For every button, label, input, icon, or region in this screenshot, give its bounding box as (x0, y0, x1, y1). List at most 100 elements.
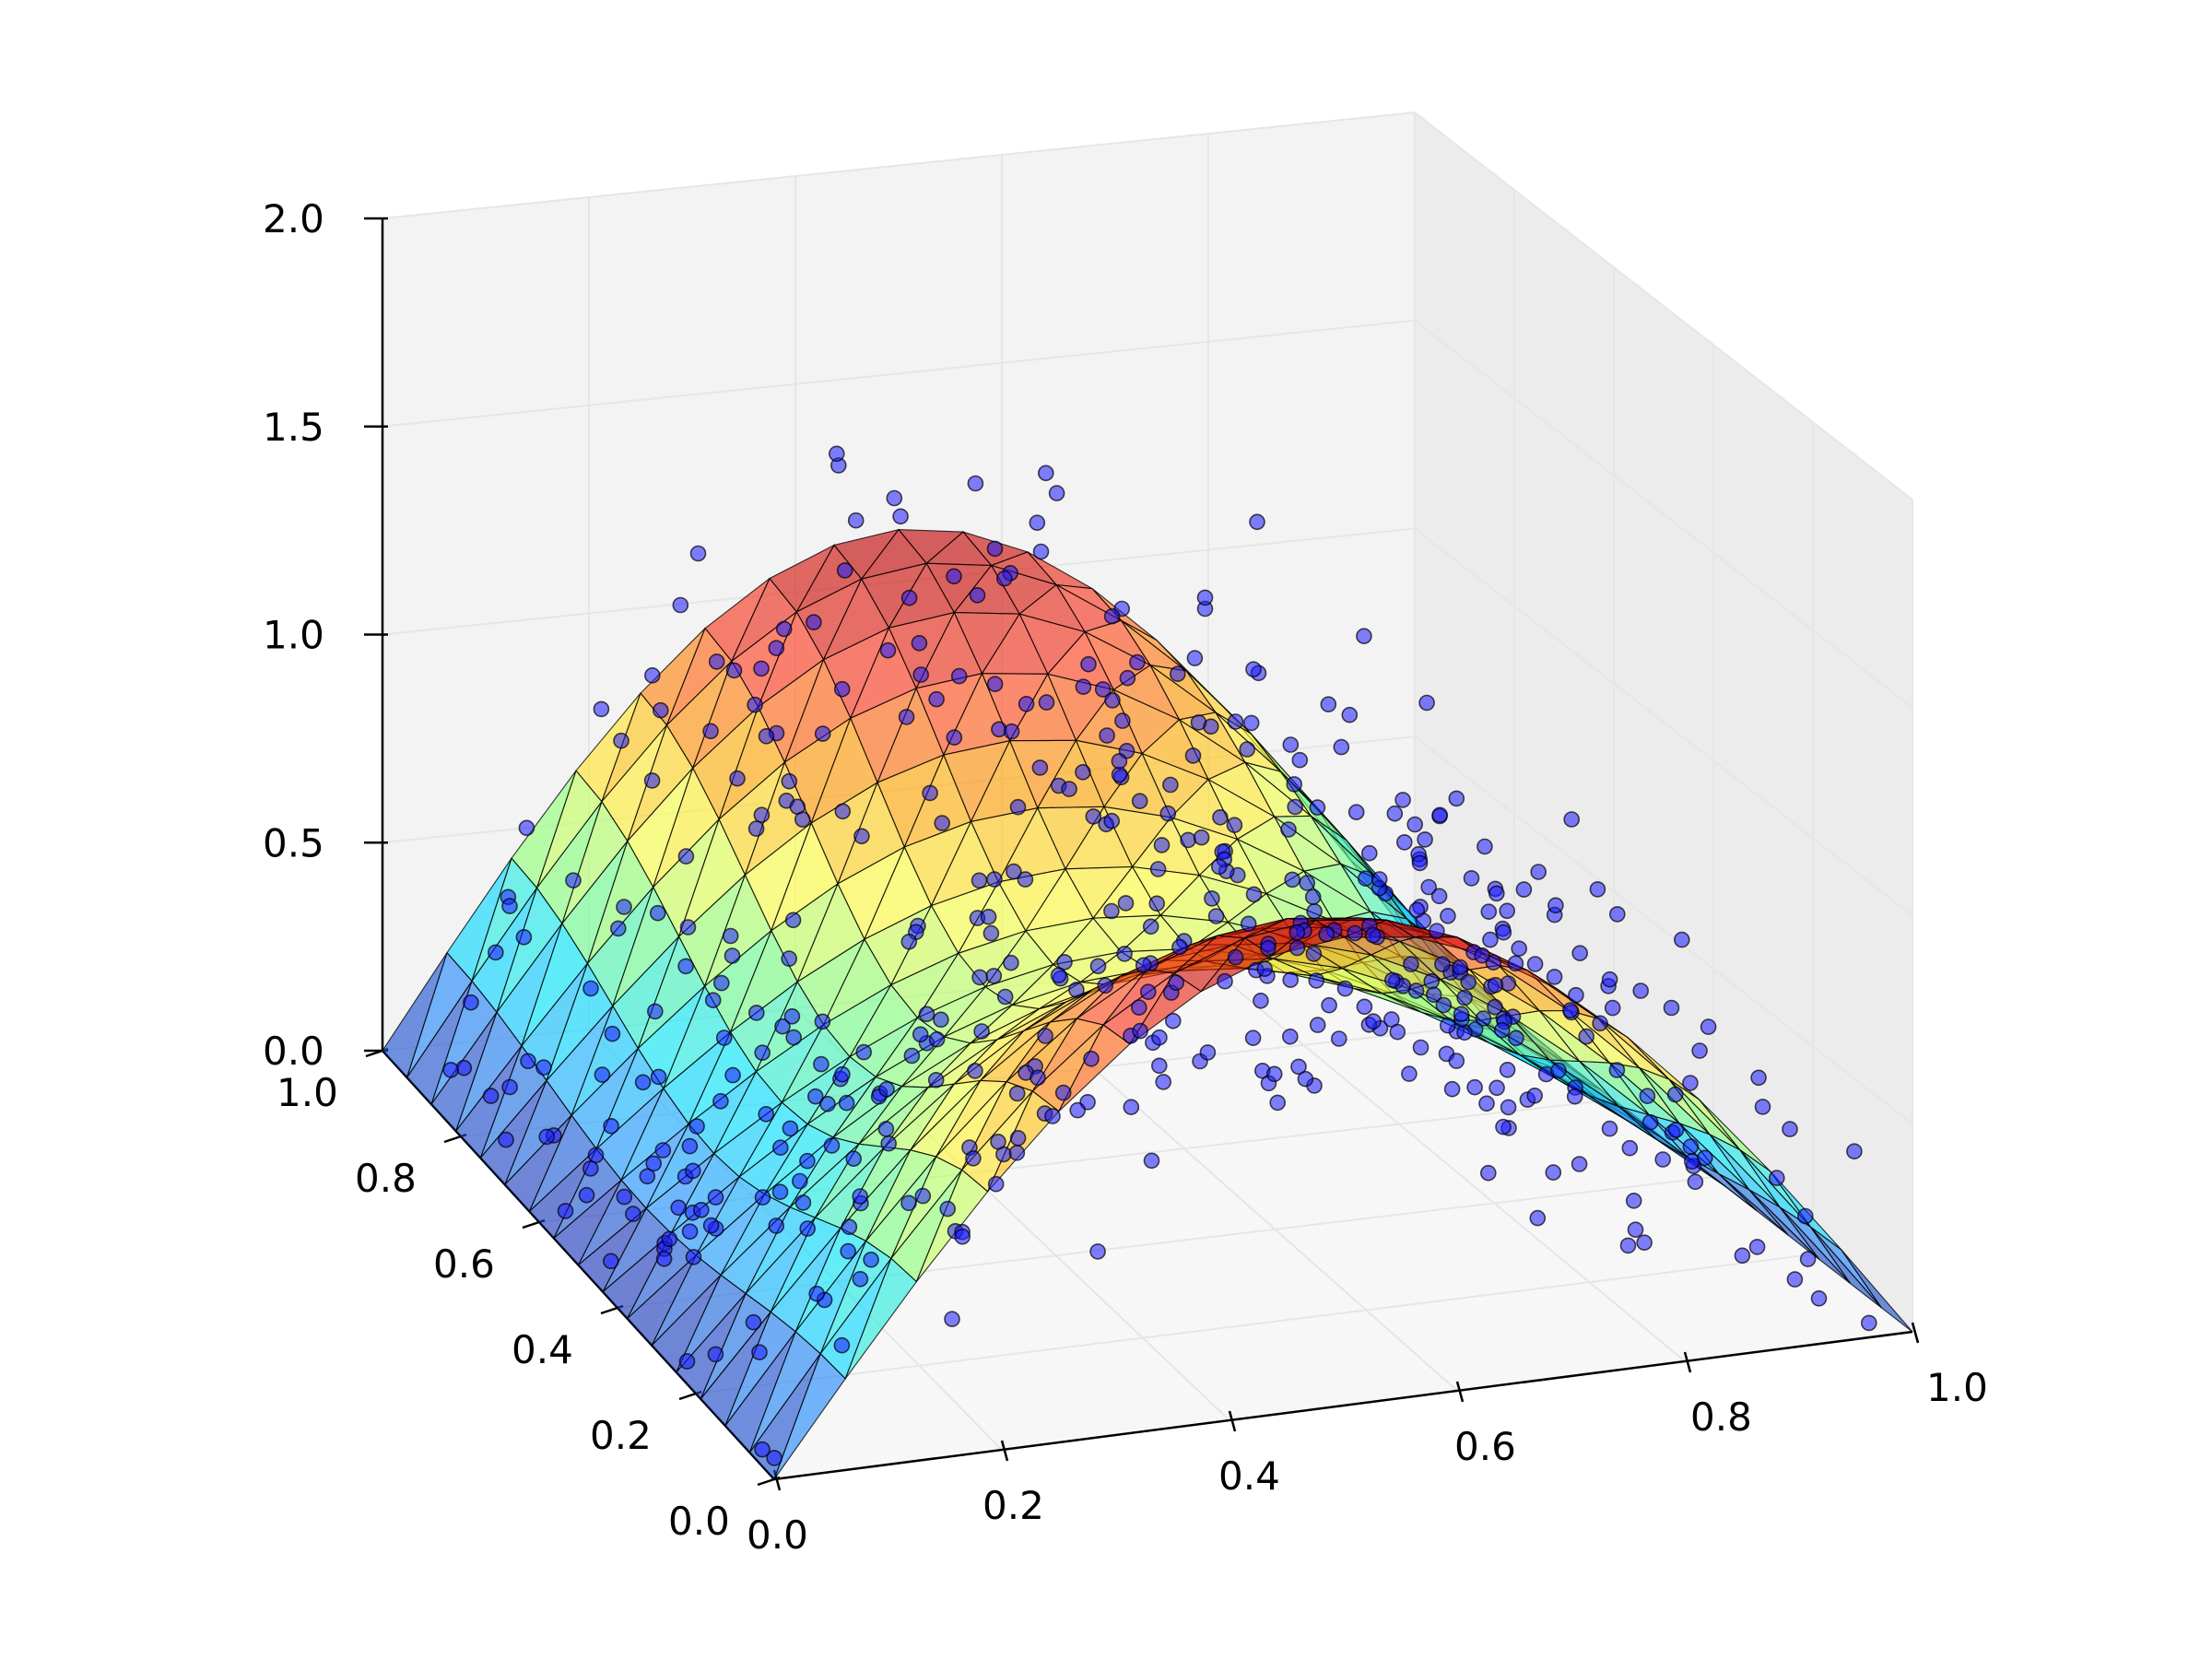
scatter-point (928, 690, 945, 708)
scatter-point (768, 640, 785, 657)
scatter-point (689, 545, 707, 562)
scatter-point (1193, 829, 1210, 846)
scatter-point (1286, 776, 1302, 793)
scatter-point (1687, 1173, 1704, 1191)
scatter-point (1609, 906, 1626, 923)
scatter-point (518, 819, 535, 837)
scatter-point (1697, 1149, 1713, 1167)
scatter-point (565, 872, 582, 889)
scatter-point (1151, 1029, 1168, 1046)
scatter-point (747, 1005, 765, 1021)
x-tick-label: 0.4 (1218, 1453, 1280, 1499)
scatter-point (986, 871, 1003, 888)
scatter-point (1601, 1120, 1618, 1137)
scatter-point (1526, 956, 1544, 972)
scatter-point (1103, 902, 1120, 920)
scatter-point (1017, 871, 1034, 888)
scatter-point (1333, 738, 1350, 756)
scatter-point (768, 1218, 785, 1234)
scatter-point (1269, 1094, 1286, 1112)
scatter-point (1571, 945, 1588, 961)
scatter-point (649, 904, 666, 922)
scatter-point (1135, 957, 1152, 974)
x-tick-mark (1000, 1440, 1009, 1462)
scatter-point (1306, 902, 1323, 920)
scatter-point (1478, 1095, 1495, 1112)
scatter-point (1249, 513, 1265, 531)
scatter-point (967, 1063, 983, 1079)
scatter-point (1401, 1065, 1418, 1082)
scatter-point (781, 950, 798, 967)
scatter-point (1515, 881, 1533, 898)
scatter-point (828, 445, 845, 463)
scatter-point (879, 641, 897, 659)
scatter-point (886, 489, 903, 507)
scatter-point (654, 1142, 672, 1159)
scatter-point (1500, 1099, 1517, 1116)
scatter-point (819, 1096, 836, 1112)
scatter-point (1168, 974, 1184, 991)
scatter-point (1282, 971, 1299, 988)
scatter-point (1204, 890, 1220, 907)
scatter-point (747, 696, 763, 713)
scatter-point (1682, 1075, 1699, 1091)
scatter-point (808, 1285, 826, 1302)
side-grid-z (1414, 735, 1913, 1125)
scatter-point (1499, 1062, 1516, 1078)
scatter-point (1546, 969, 1563, 985)
scatter-point (934, 815, 951, 831)
scatter-point (1308, 972, 1325, 989)
scatter-point (973, 1023, 990, 1040)
scatter-point (954, 1229, 971, 1245)
scatter-point (784, 912, 802, 929)
scatter-point (1288, 939, 1306, 957)
scatter-point (766, 1450, 782, 1466)
scatter-point (725, 662, 743, 679)
scatter-point (688, 1118, 705, 1135)
side-grid-z (1414, 112, 1913, 500)
scatter-point (1341, 706, 1359, 724)
scatter-point (1008, 1145, 1026, 1161)
scatter-point (582, 1160, 599, 1177)
scatter-point (900, 1194, 917, 1212)
y-tick-label: 0.2 (590, 1413, 652, 1458)
scatter-point (1114, 712, 1131, 729)
scatter-point (1545, 1164, 1562, 1181)
scatter-point (1403, 956, 1419, 972)
scatter-point (684, 1162, 701, 1180)
scatter-point (1495, 924, 1512, 941)
scatter-point (1636, 1234, 1653, 1251)
scatter-point (747, 820, 765, 837)
scatter-point (482, 1088, 500, 1104)
back-grid-z (382, 112, 1416, 219)
scatter-point (685, 1249, 702, 1265)
scatter-point (903, 1047, 921, 1065)
scatter-point (980, 908, 997, 925)
scatter-point (1171, 938, 1188, 956)
scatter-point (1097, 977, 1113, 994)
scatter-point (1507, 955, 1524, 972)
scatter-point (1474, 947, 1490, 964)
scatter-point (771, 1183, 789, 1200)
scatter-point (1287, 798, 1303, 816)
scatter-point (1245, 886, 1263, 903)
z-tick-label: 0.5 (263, 820, 324, 865)
scatter-point (1030, 1069, 1046, 1087)
scatter-point (1480, 1164, 1497, 1182)
scatter-point (971, 969, 988, 986)
scatter-point (782, 1120, 799, 1137)
surface-facet (773, 1352, 846, 1480)
scatter-point (1589, 881, 1606, 898)
scatter-point (928, 1030, 946, 1048)
scatter-point (535, 1059, 552, 1076)
scatter-point (845, 1150, 863, 1167)
y-tick-label: 0.4 (512, 1327, 573, 1372)
scatter-point (892, 508, 909, 525)
scatter-point (1190, 714, 1207, 731)
scatter-point (1627, 1221, 1644, 1238)
scatter-point (1748, 1239, 1766, 1255)
scatter-point (986, 540, 1004, 558)
scatter-point (1104, 692, 1121, 709)
scatter-point (487, 944, 504, 961)
